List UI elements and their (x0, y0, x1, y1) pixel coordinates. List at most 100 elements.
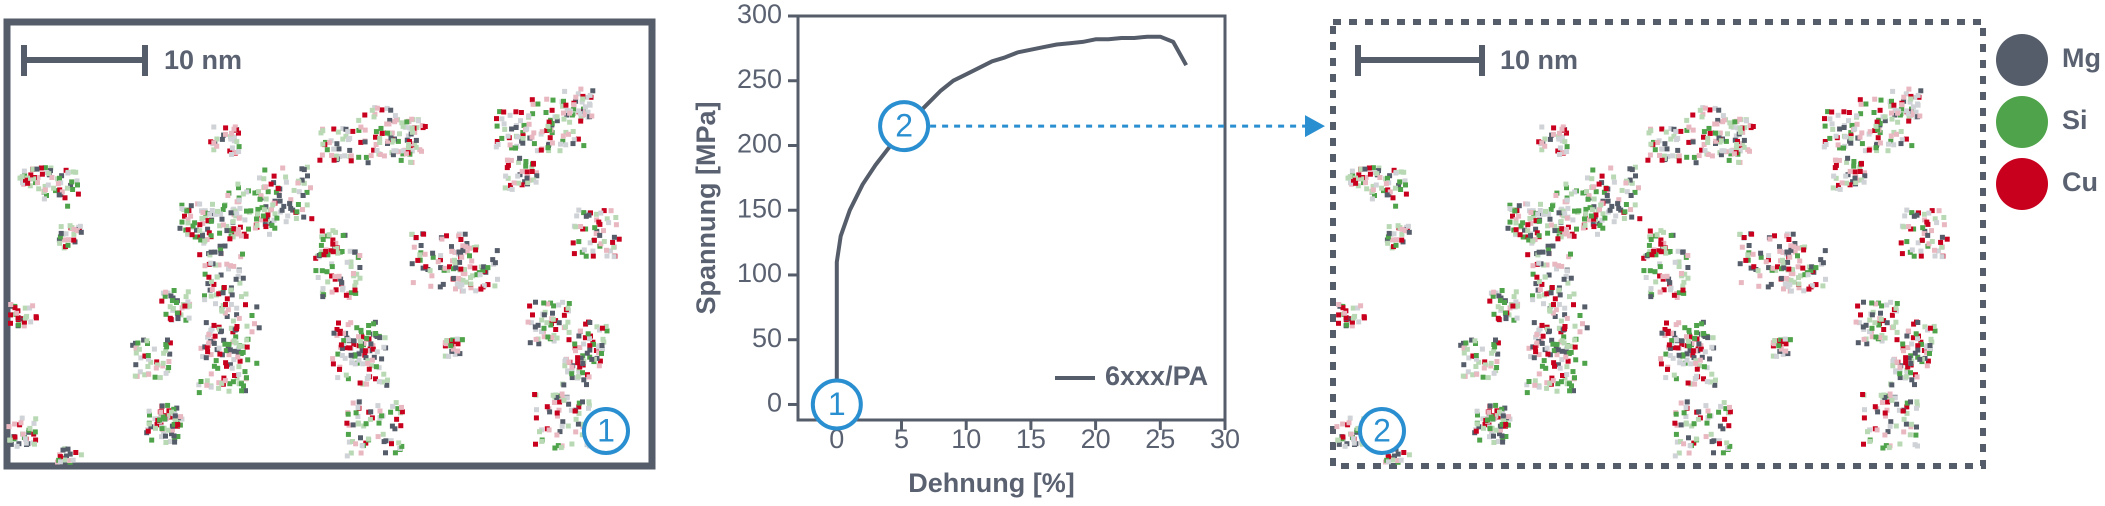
atom (578, 86, 584, 92)
atom (1668, 285, 1674, 291)
atom (1355, 425, 1361, 431)
atom (1709, 344, 1715, 350)
atom (587, 102, 593, 108)
atom (1903, 360, 1909, 366)
atom (1883, 443, 1889, 449)
atom (1536, 278, 1542, 284)
atom (1550, 310, 1556, 316)
atom (1929, 228, 1934, 234)
atom (208, 384, 214, 390)
atom (601, 228, 606, 234)
atom (1904, 410, 1910, 416)
atom (1894, 131, 1899, 137)
atom (1562, 139, 1568, 145)
atom (261, 176, 267, 182)
atom (244, 375, 249, 381)
atom (288, 205, 294, 211)
atom (1901, 416, 1907, 422)
atom (1705, 152, 1711, 157)
atom (166, 359, 172, 364)
atom (1820, 283, 1826, 289)
atom (1589, 176, 1595, 182)
atom (182, 303, 188, 309)
atom (28, 319, 34, 325)
atom (548, 300, 554, 306)
atom (154, 362, 160, 368)
atom (211, 140, 217, 146)
atom (1668, 233, 1674, 238)
atom (1561, 276, 1567, 282)
atom (227, 381, 233, 387)
atom (551, 400, 557, 405)
atom (545, 334, 551, 340)
atom (1835, 112, 1841, 118)
atom (295, 180, 301, 186)
atom (597, 327, 602, 333)
atom (1361, 315, 1367, 321)
atom (1493, 337, 1498, 343)
atom (1914, 405, 1919, 411)
atom (175, 314, 181, 320)
atom (197, 222, 203, 228)
atom (67, 223, 73, 229)
atom (481, 283, 487, 289)
atom (1486, 409, 1492, 415)
atom (587, 347, 593, 353)
atom (604, 328, 610, 334)
atom (581, 247, 587, 253)
atom (1736, 159, 1742, 165)
atom (1878, 310, 1883, 316)
atom (1632, 202, 1638, 208)
atom (1545, 351, 1551, 357)
atom (1544, 345, 1550, 351)
atom (1704, 379, 1710, 385)
atom (65, 446, 71, 452)
atom (175, 422, 181, 427)
atom (419, 123, 425, 128)
atom (1536, 249, 1542, 255)
atom (238, 254, 244, 260)
atom (211, 340, 217, 346)
atom (410, 280, 416, 286)
atom (1708, 431, 1714, 437)
atom (458, 251, 464, 257)
atom (576, 367, 582, 373)
atom (220, 290, 226, 296)
atom (1563, 349, 1569, 355)
atom (236, 144, 242, 150)
atom (1691, 355, 1697, 361)
atom (413, 137, 419, 143)
atom (591, 356, 597, 362)
atom (1547, 216, 1553, 222)
atom (1872, 320, 1878, 326)
atom (571, 102, 577, 108)
atom (271, 173, 277, 179)
atom (1714, 121, 1720, 127)
atom (237, 358, 243, 364)
atom (374, 105, 380, 111)
y-tick-label: 0 (767, 388, 782, 418)
atom (1921, 231, 1927, 237)
atom (1555, 381, 1561, 387)
atom (1767, 236, 1773, 242)
atom (173, 416, 179, 422)
atom (329, 261, 335, 267)
atom (1599, 173, 1605, 179)
atom (1900, 408, 1906, 414)
atom (388, 409, 394, 415)
atom (1491, 440, 1497, 445)
atom (222, 243, 228, 249)
atom (229, 365, 235, 371)
atom (167, 340, 173, 346)
atom (468, 281, 474, 287)
atom (171, 406, 177, 412)
atom (598, 210, 604, 216)
atom (576, 207, 582, 213)
atom (348, 290, 354, 296)
atom (1903, 355, 1909, 361)
atom (1682, 271, 1688, 277)
atom (169, 298, 175, 304)
atom (1533, 334, 1539, 340)
atom (526, 121, 532, 127)
atom (1583, 211, 1589, 217)
